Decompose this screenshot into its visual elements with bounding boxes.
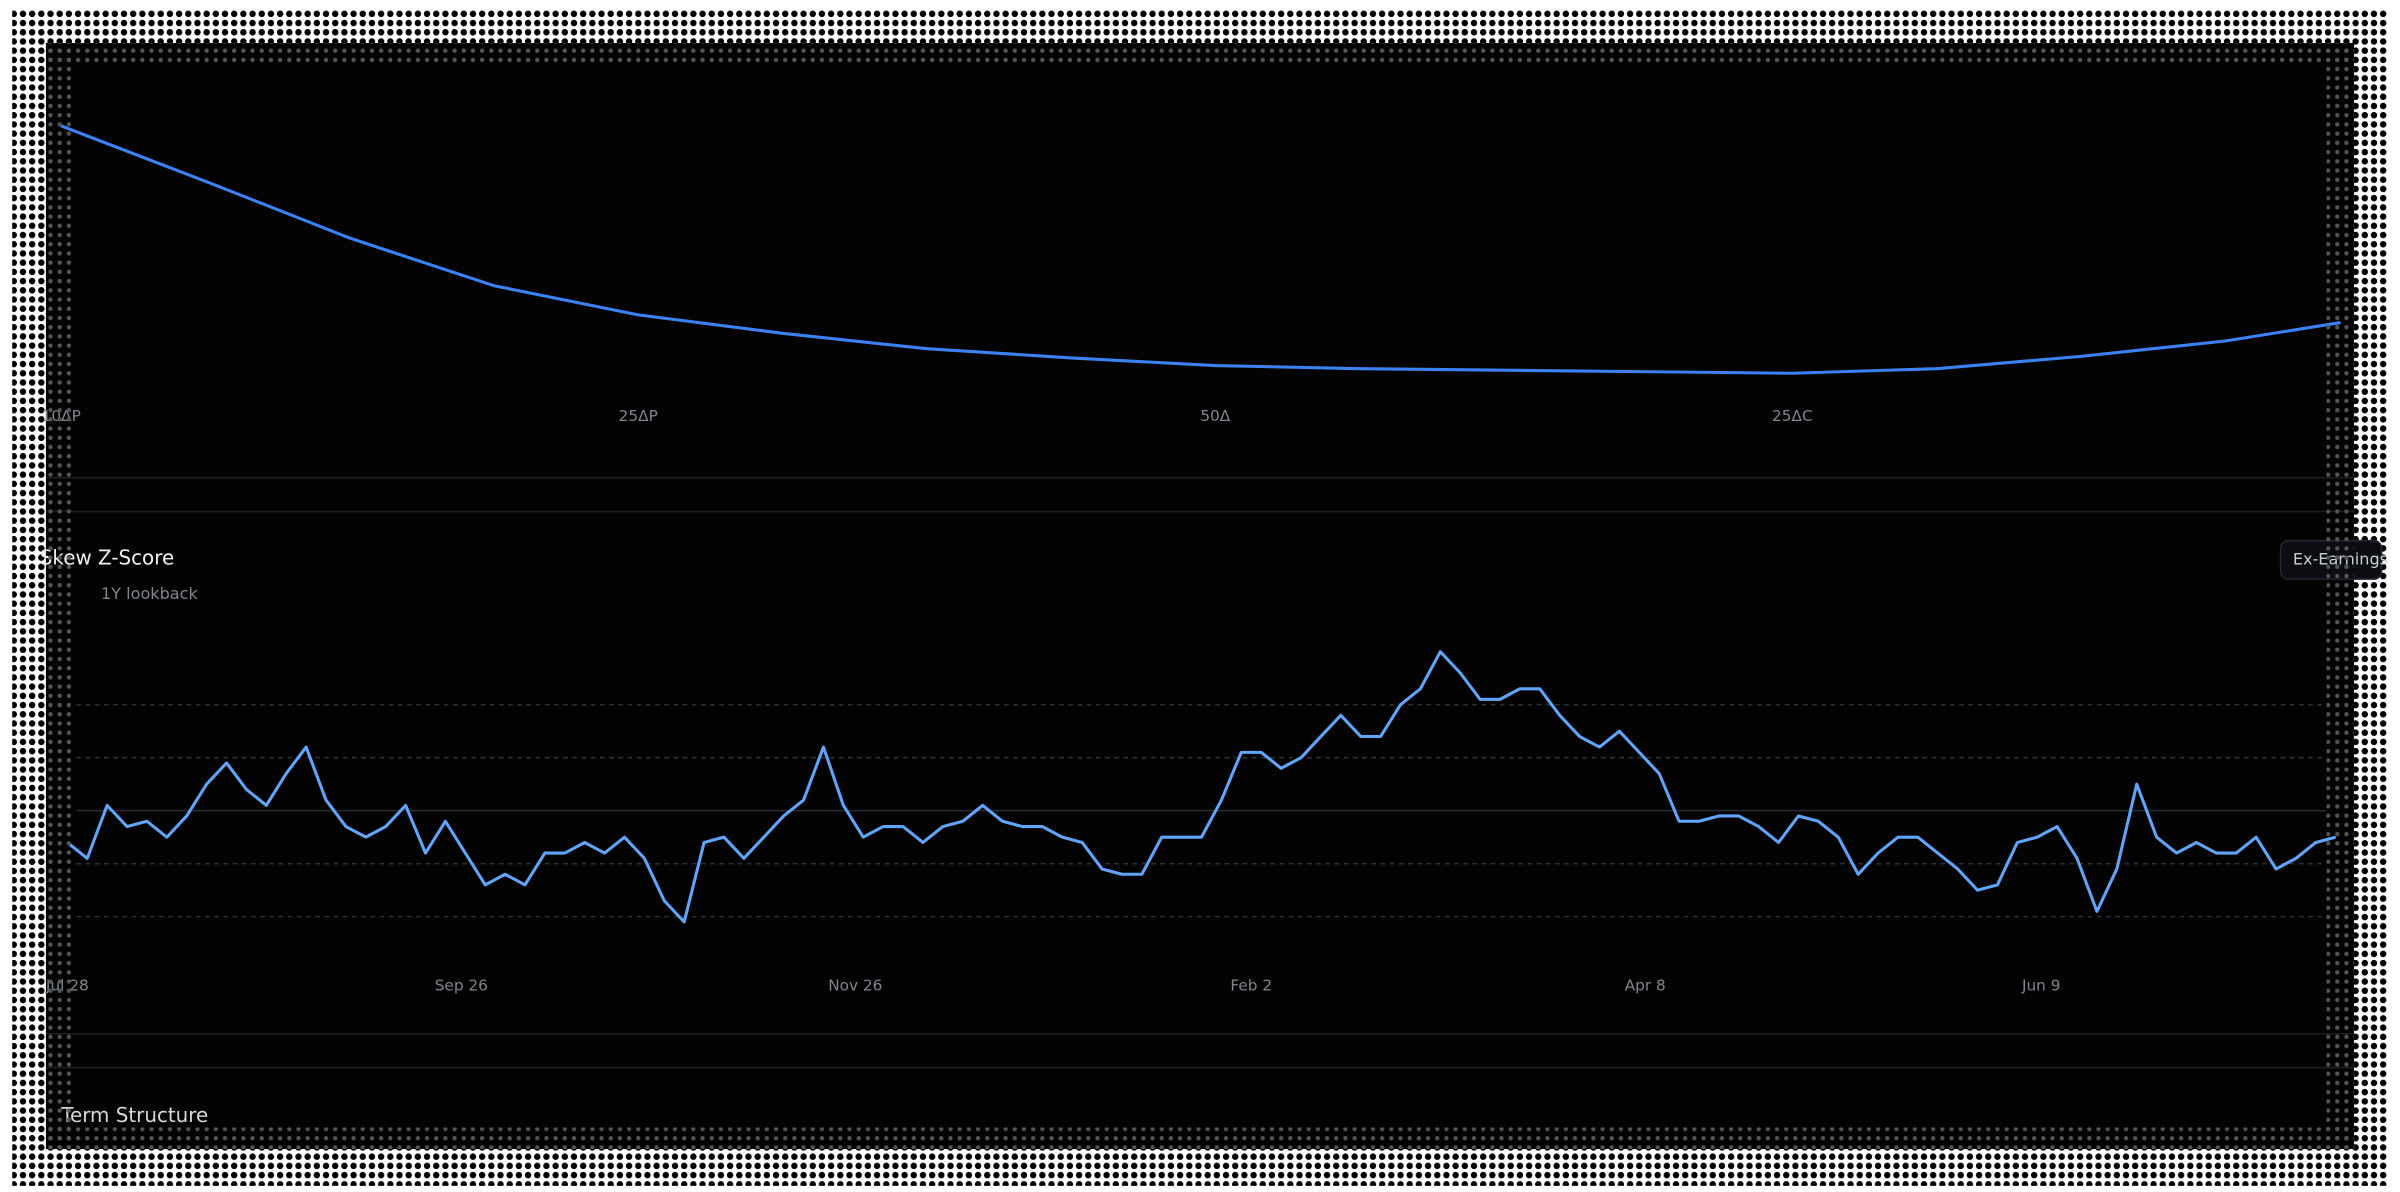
x-tick-label: 25ΔC — [1772, 407, 1813, 425]
x-tick-label: 50Δ — [1200, 407, 1230, 425]
x-tick-label: Nov 26 — [828, 977, 882, 995]
section-title: Term Structure — [60, 1104, 208, 1127]
x-tick-label: Jun 9 — [2021, 977, 2061, 995]
x-tick-label: 25ΔP — [619, 407, 658, 425]
x-tick-label: Apr 8 — [1625, 977, 1666, 995]
x-tick-label: Sep 26 — [435, 977, 488, 995]
series-line — [66, 650, 2337, 924]
chart-subtitle: 1Y lookback — [101, 584, 198, 603]
panel — [45, 43, 2355, 1149]
series-line — [60, 124, 2341, 375]
dot-overlay — [45, 43, 2355, 1149]
x-tick-label: Feb 2 — [1230, 977, 1272, 995]
